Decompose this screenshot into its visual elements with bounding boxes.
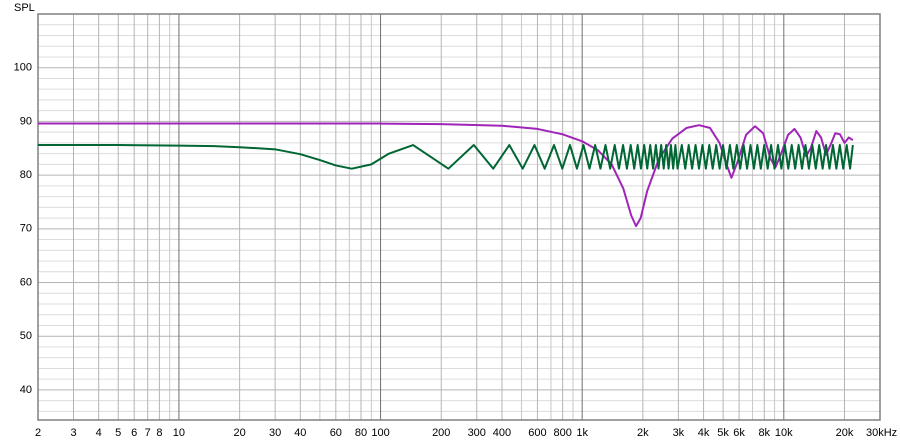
x-tick-label: 6	[131, 427, 137, 439]
plot-area	[38, 14, 880, 420]
x-tick-label: 8	[156, 427, 162, 439]
y-tick-label: 50	[20, 330, 32, 342]
x-tick-label: 80	[355, 427, 367, 439]
x-tick-label: 20k	[836, 427, 854, 439]
x-tick-label: 30kHz	[866, 427, 897, 439]
x-tick-label: 40	[294, 427, 306, 439]
y-tick-label: 100	[14, 62, 32, 74]
y-tick-label: 40	[20, 384, 32, 396]
y-tick-label: 70	[20, 223, 32, 235]
x-tick-label: 600	[528, 427, 546, 439]
x-tick-label: 1k	[576, 427, 588, 439]
x-tick-label: 20	[233, 427, 245, 439]
x-tick-label: 800	[553, 427, 571, 439]
y-tick-label: 90	[20, 115, 32, 127]
y-tick-label: 80	[20, 169, 32, 181]
x-tick-label: 2	[35, 427, 41, 439]
y-axis-label: SPL	[14, 2, 35, 14]
series-line	[38, 122, 854, 228]
x-tick-label: 10k	[775, 427, 793, 439]
y-tick-label: 60	[20, 276, 32, 288]
x-tick-label: 10	[173, 427, 185, 439]
series-line	[38, 144, 854, 170]
x-tick-label: 5	[115, 427, 121, 439]
x-tick-label: 5k	[717, 427, 729, 439]
x-tick-label: 2k	[637, 427, 649, 439]
x-tick-label: 100	[371, 427, 389, 439]
x-tick-label: 4	[96, 427, 102, 439]
x-tick-label: 4k	[698, 427, 710, 439]
plot-border	[37, 13, 881, 421]
x-tick-label: 3k	[673, 427, 685, 439]
x-tick-label: 7	[145, 427, 151, 439]
x-tick-label: 6k	[733, 427, 745, 439]
x-tick-label: 60	[330, 427, 342, 439]
x-tick-label: 30	[269, 427, 281, 439]
x-tick-label: 400	[493, 427, 511, 439]
x-tick-label: 3	[70, 427, 76, 439]
x-tick-label: 8k	[758, 427, 770, 439]
x-tick-label: 200	[432, 427, 450, 439]
x-tick-label: 300	[468, 427, 486, 439]
